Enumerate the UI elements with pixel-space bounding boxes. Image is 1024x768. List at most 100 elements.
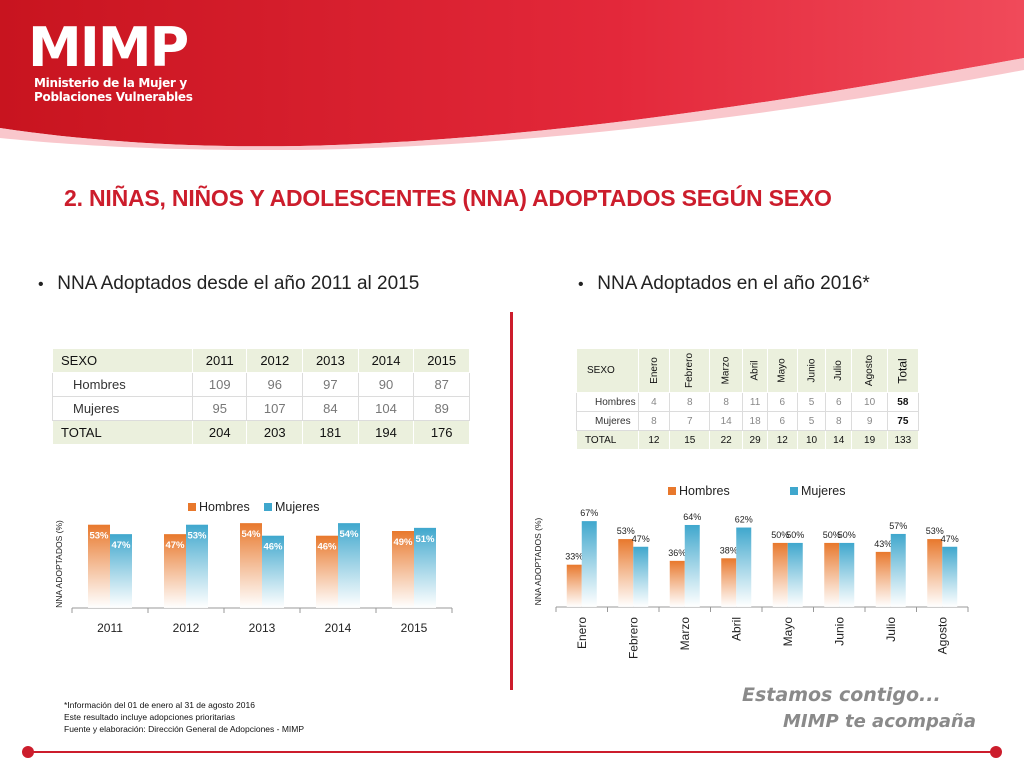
row-label: Hombres	[576, 392, 639, 412]
data-label: 36%	[668, 548, 686, 558]
total-label: TOTAL	[52, 420, 193, 445]
header-cell: Julio	[825, 348, 853, 393]
table-header-row: SEXO Enero Febrero Marzo Abril Mayo Juni…	[576, 348, 919, 393]
table-cell: 8	[709, 392, 744, 412]
header-cell: Mayo	[767, 348, 798, 393]
left-bullet-text: NNA Adoptados desde el año 2011 al 2015	[57, 273, 420, 294]
chart-2016-monthly: NNA ADOPTADOS (%) Hombres Mujeres 33% 67% Ene…	[533, 484, 969, 659]
footnote-line: Fuente y elaboración: Dirección General …	[64, 724, 305, 734]
bar-mujeres	[942, 546, 958, 607]
bar-mujeres	[736, 527, 752, 607]
table-cell: 89	[413, 396, 470, 421]
data-label: 54%	[241, 529, 261, 540]
table-cell: 8	[825, 411, 853, 431]
data-label: 49%	[393, 537, 413, 548]
table-cell: 87	[413, 372, 470, 397]
header-month: Agosto	[864, 354, 876, 387]
table-cell: 109	[191, 372, 248, 397]
header-month: Junio	[806, 358, 817, 383]
table-row: Hombres 109 96 97 90 87	[52, 372, 470, 397]
bar-hombres	[164, 534, 186, 608]
data-label: 53%	[617, 526, 635, 536]
bottom-rule	[22, 746, 1002, 758]
legend-label: Hombres	[679, 484, 730, 498]
bar-hombres	[875, 551, 891, 607]
right-bullet: • NNA Adoptados en el año 2016*	[578, 273, 870, 295]
table-cell: 104	[357, 396, 415, 421]
table-cell: 107	[246, 396, 304, 421]
table-cell: 8	[669, 392, 711, 412]
table-cell: 5	[796, 411, 827, 431]
data-label: 47%	[632, 534, 650, 544]
header-cell: Enero	[637, 348, 671, 393]
table-cell: 6	[767, 392, 798, 412]
row-label: Mujeres	[52, 396, 193, 421]
header-cell: SEXO	[576, 348, 639, 393]
bar-mujeres	[338, 523, 360, 608]
bar-mujeres	[581, 521, 597, 607]
x-tick-label: Mayo	[781, 617, 795, 647]
footnote-line: *Información del 01 de enero al 31 de ag…	[64, 700, 255, 710]
total-cell: 203	[246, 420, 304, 445]
header-month: Febrero	[684, 352, 696, 389]
footnote-line: Este resultado incluye adopciones priori…	[64, 712, 236, 722]
header-cell: Marzo	[709, 348, 744, 393]
header-cell: Abril	[742, 348, 769, 393]
table-cell: 6	[825, 392, 853, 412]
header-month: Julio	[833, 360, 845, 381]
data-label: 53%	[187, 531, 207, 542]
header-cell: Agosto	[851, 348, 889, 393]
legend-label: Mujeres	[801, 484, 845, 498]
bullet-dot-icon: •	[38, 276, 44, 293]
header-month: Enero	[648, 357, 660, 384]
header-total: Total	[895, 357, 910, 384]
bar-hombres	[566, 564, 582, 607]
bar-hombres	[240, 523, 262, 608]
x-tick-label: 2015	[401, 621, 428, 635]
bar-mujeres	[684, 524, 700, 607]
table-2016: SEXO Enero Febrero Marzo Abril Mayo Juni…	[576, 348, 919, 450]
total-cell: 12	[637, 430, 671, 450]
total-cell: 176	[413, 420, 470, 445]
header-cell: 2015	[413, 348, 470, 373]
slogan-line-2: MIMP te acompaña	[783, 711, 976, 732]
x-tick-label: Marzo	[678, 617, 692, 651]
bar-hombres	[772, 542, 788, 607]
header-banner	[0, 0, 1024, 150]
data-label: 50%	[771, 530, 789, 540]
total-cell: 19	[851, 430, 889, 450]
total-label: TOTAL	[576, 430, 639, 450]
data-label: 62%	[735, 515, 753, 525]
data-label: 46%	[317, 542, 337, 553]
left-bullet: • NNA Adoptados desde el año 2011 al 201…	[38, 273, 419, 295]
total-cell: 15	[669, 430, 711, 450]
mimp-logo: MIMP Ministerio de la Mujer y Poblacione…	[28, 20, 193, 105]
data-label: 33%	[565, 552, 583, 562]
slogan-line-1: Estamos contigo...	[742, 684, 941, 706]
bar-mujeres	[890, 533, 906, 607]
x-tick-label: Febrero	[626, 617, 640, 659]
table-header-row: SEXO 2011 2012 2013 2014 2015	[52, 348, 470, 373]
row-label: Hombres	[52, 372, 193, 397]
vertical-divider	[510, 312, 513, 690]
table-cell: 8	[637, 411, 671, 431]
data-label: 50%	[838, 530, 856, 540]
table-cell: 10	[851, 392, 889, 412]
data-label: 38%	[720, 545, 738, 555]
x-tick-label: Julio	[884, 617, 898, 642]
x-tick-label: 2012	[173, 621, 200, 635]
table-cell: 18	[742, 411, 769, 431]
table-row: Mujeres 8 7 14 18 6 5 8 9 75	[576, 411, 919, 431]
table-cell: 5	[796, 392, 827, 412]
right-bullet-text: NNA Adoptados en el año 2016*	[597, 273, 870, 294]
bullet-dot-icon: •	[578, 276, 584, 293]
x-tick-label: 2011	[97, 621, 123, 635]
header-cell: 2011	[191, 348, 248, 373]
data-label: 64%	[683, 512, 701, 522]
bar-mujeres	[787, 542, 803, 607]
x-tick-label: 2014	[325, 621, 352, 635]
data-label: 53%	[89, 531, 109, 542]
header-cell: Febrero	[669, 348, 711, 393]
header-cell: 2013	[302, 348, 359, 373]
data-label: 47%	[165, 540, 185, 551]
